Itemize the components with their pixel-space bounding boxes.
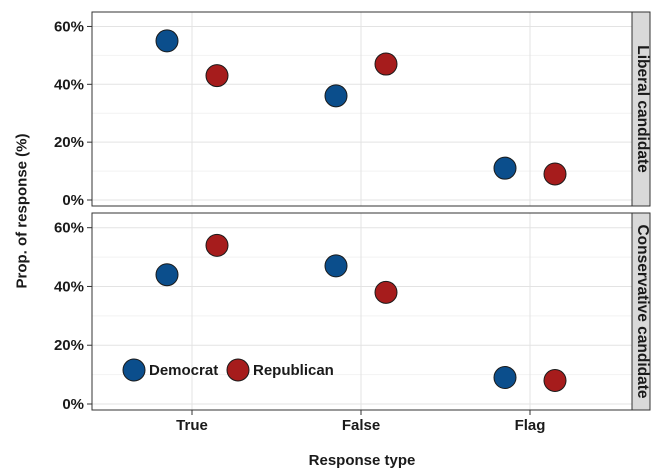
facet-strip-label: Conservative candidate bbox=[634, 224, 651, 398]
data-point-republican bbox=[374, 52, 398, 76]
data-point-democrat bbox=[493, 366, 517, 390]
x-axis-title: Response type bbox=[309, 452, 416, 469]
legend-key-republican bbox=[226, 358, 250, 382]
legend-label-republican: Republican bbox=[253, 362, 334, 379]
y-tick-label: 0% bbox=[62, 396, 84, 413]
data-point-democrat bbox=[155, 29, 179, 53]
data-point-democrat bbox=[324, 254, 348, 278]
panel-background bbox=[92, 213, 632, 410]
y-tick-label: 40% bbox=[54, 76, 84, 93]
data-point-democrat bbox=[155, 263, 179, 287]
y-tick-label: 0% bbox=[62, 192, 84, 209]
facet-strip bbox=[631, 212, 651, 411]
data-point-democrat bbox=[324, 84, 348, 108]
data-point-republican bbox=[205, 233, 229, 257]
x-axis: True False Flag bbox=[176, 410, 545, 434]
facet-panel-1: 0% 20% 40% 60% Liberal candidate bbox=[54, 11, 651, 209]
legend-key-democrat bbox=[122, 358, 146, 382]
y-tick-label: 60% bbox=[54, 220, 84, 237]
x-tick-label: True bbox=[176, 417, 208, 434]
facet-strip-label: Liberal candidate bbox=[634, 45, 651, 173]
y-tick-label: 40% bbox=[54, 278, 84, 295]
legend: Democrat Republican bbox=[122, 358, 334, 382]
facet-panel-2: 0% 20% 40% 60% Conservative candidate bbox=[54, 212, 651, 413]
data-point-republican bbox=[205, 64, 229, 88]
legend-label-democrat: Democrat bbox=[149, 362, 218, 379]
y-axis-title: Prop. of response (%) bbox=[14, 133, 31, 288]
data-point-democrat bbox=[493, 156, 517, 180]
y-tick-label: 60% bbox=[54, 18, 84, 35]
x-tick-label: False bbox=[342, 417, 380, 434]
data-point-republican bbox=[374, 280, 398, 304]
panel-background bbox=[92, 12, 632, 206]
data-point-republican bbox=[543, 162, 567, 186]
panels: 0% 20% 40% 60% Liberal candidate 0% 20% 40% 60% C… bbox=[54, 11, 651, 434]
y-tick-label: 20% bbox=[54, 134, 84, 151]
x-tick-label: Flag bbox=[515, 417, 546, 434]
y-tick-label: 20% bbox=[54, 337, 84, 354]
facet-strip bbox=[631, 11, 651, 207]
data-point-republican bbox=[543, 368, 567, 392]
